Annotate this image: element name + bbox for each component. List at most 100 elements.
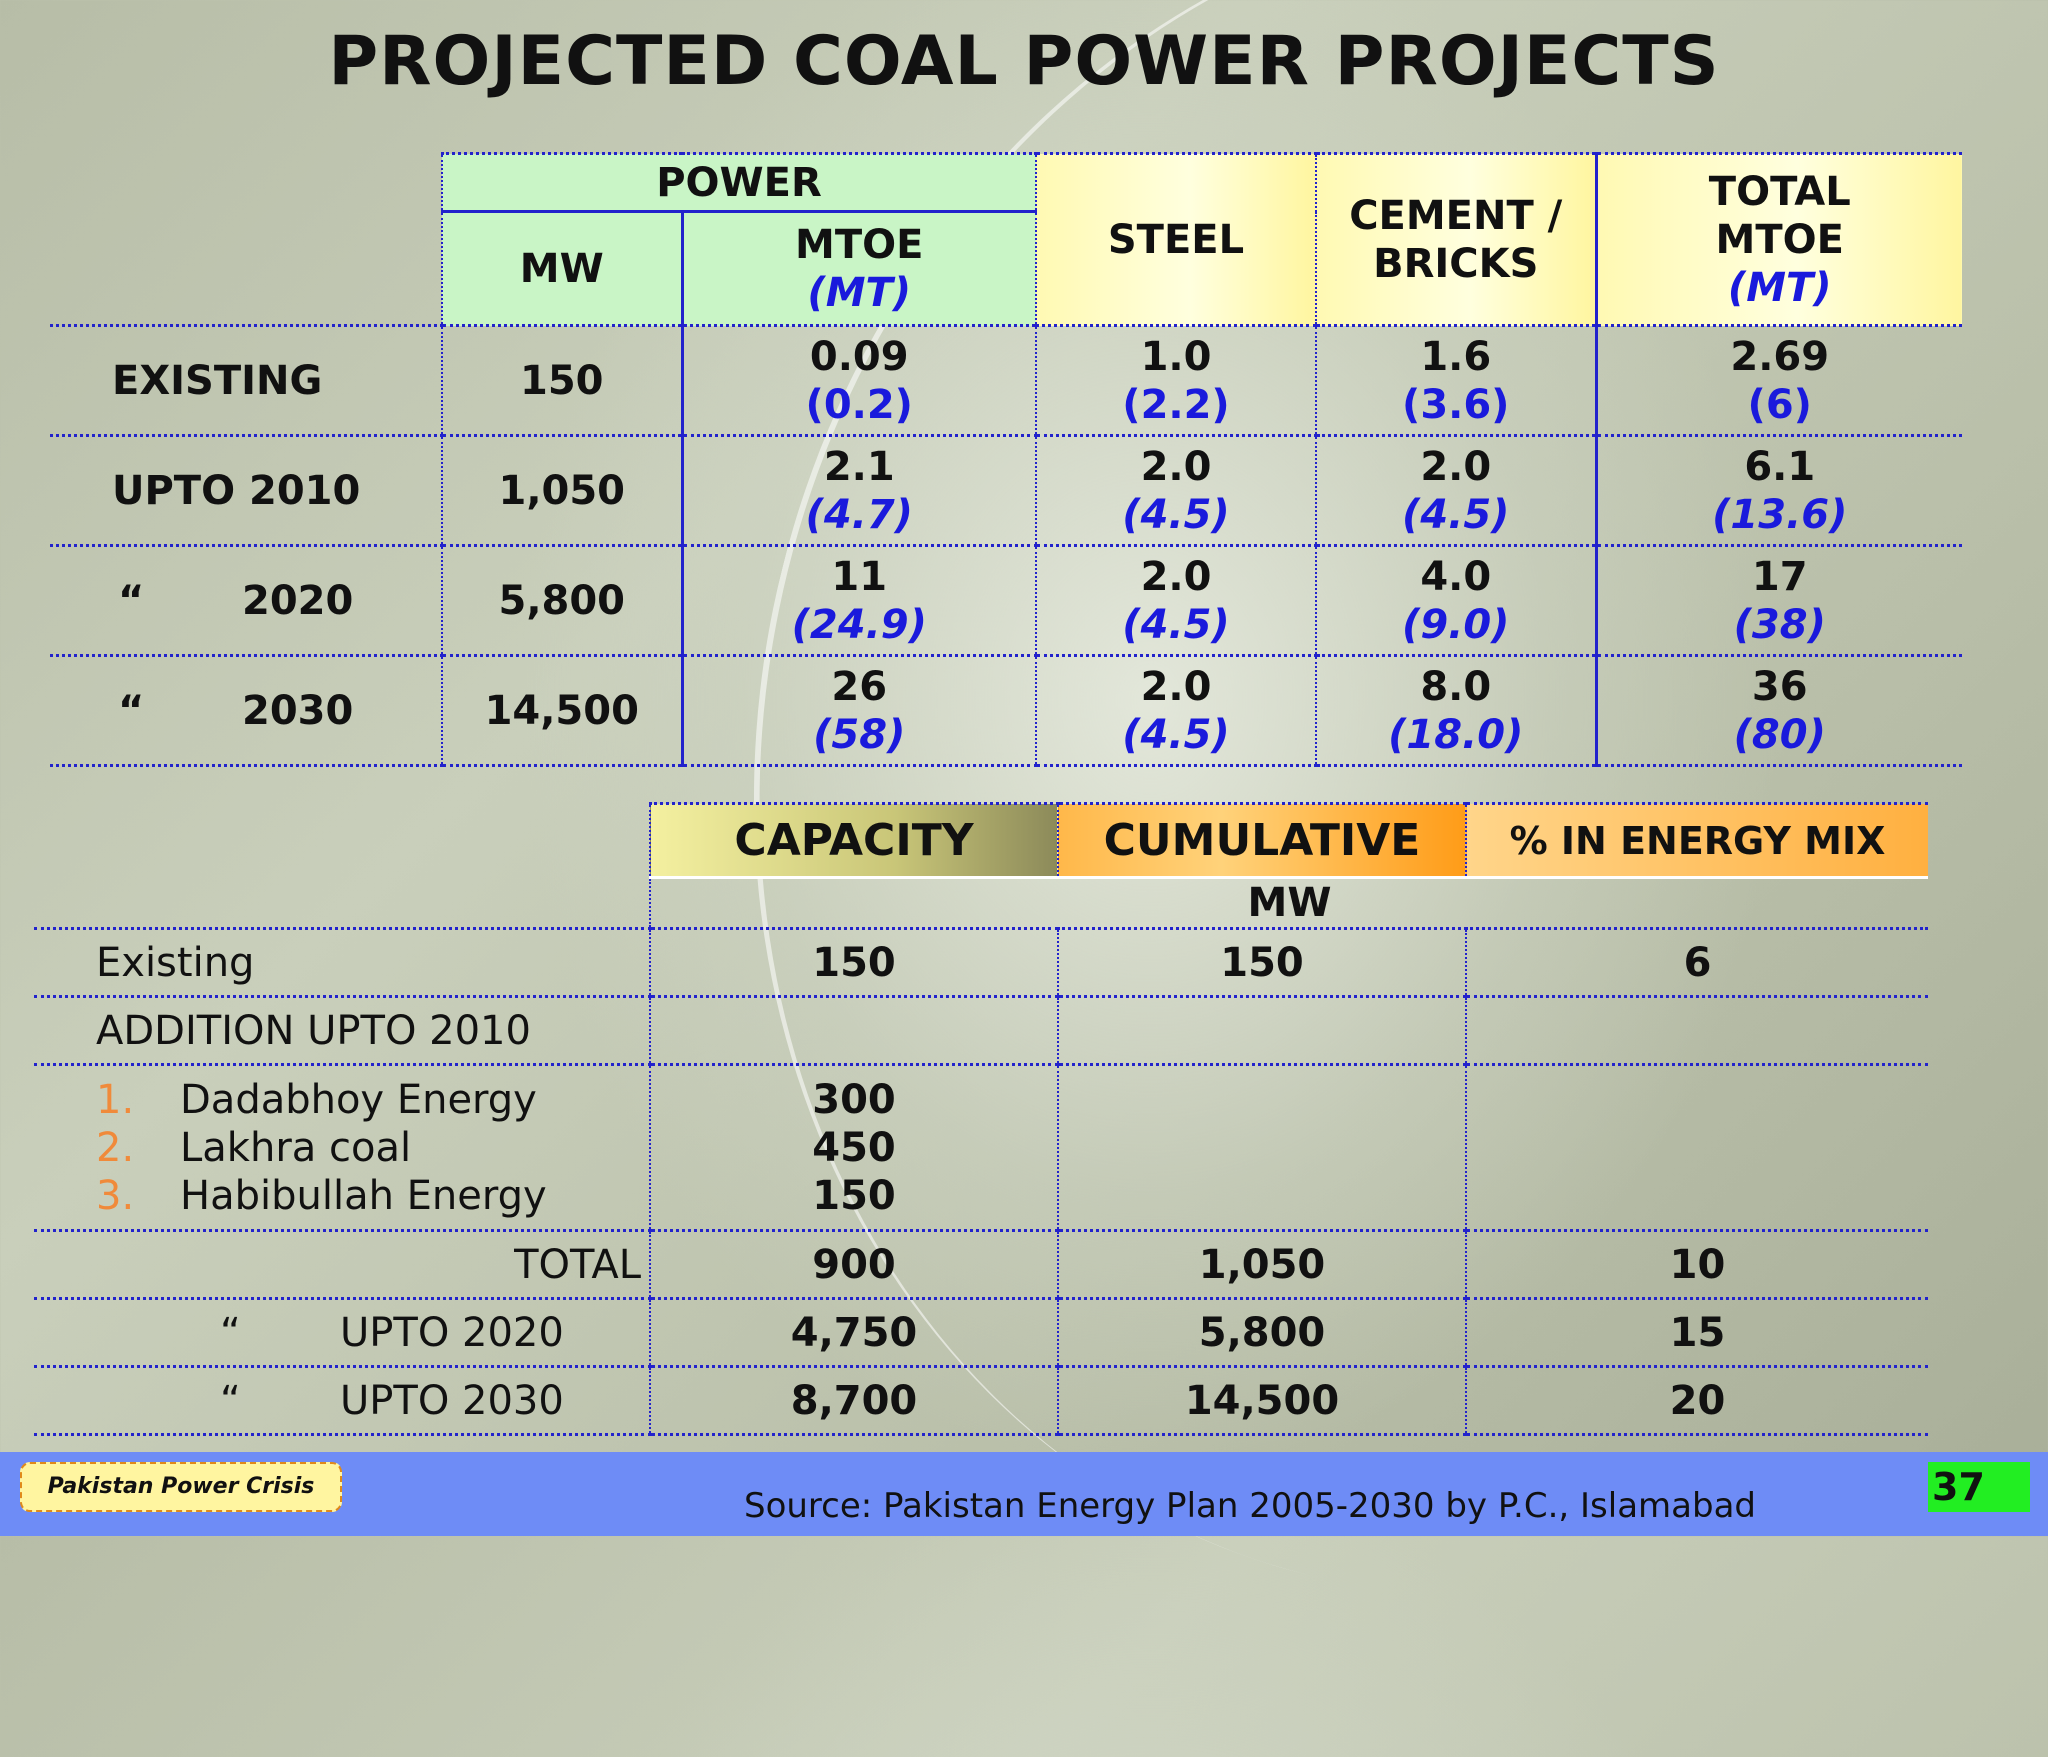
cell-capacity: 150 <box>649 928 1058 998</box>
project-list: 1. Dadabhoy Energy 2. Lakhra coal 3. Habibu… <box>34 1064 650 1232</box>
table-row: UPTO 2010 1,050 2.1 (4.7) 2.0 (4.5) 2.0 (4.… <box>50 434 1962 547</box>
list-number: 1. <box>96 1076 135 1123</box>
header-cement-line1: CEMENT / <box>1349 192 1563 239</box>
cell-total-value: 17 <box>1751 553 1808 600</box>
header-mw: MW <box>441 210 682 327</box>
cell-cement-value: 4.0 <box>1420 553 1492 600</box>
header-unit-mw: MW <box>649 876 1928 930</box>
cell-total: 2.69 (6) <box>1594 324 1962 437</box>
cell-mtoe: 0.09 (0.2) <box>680 324 1036 437</box>
cell-steel-mt: (2.2) <box>1122 381 1230 428</box>
cell-cement: 4.0 (9.0) <box>1315 544 1596 657</box>
project-capacity: 300 <box>812 1076 896 1123</box>
cell-steel: 2.0 (4.5) <box>1035 654 1316 767</box>
header-capacity: CAPACITY <box>649 802 1058 879</box>
cell-cumulative <box>1057 996 1466 1066</box>
cell-mw: 14,500 <box>441 654 682 767</box>
table-row: TOTAL 900 1,050 10 <box>34 1230 1928 1300</box>
cell-mw: 1,050 <box>441 434 682 547</box>
row-label: TOTAL <box>34 1230 650 1300</box>
cell-mtoe-mt: (4.7) <box>805 491 913 538</box>
project-name: Dadabhoy Energy <box>180 1076 537 1123</box>
cell-cumulative: 1,050 <box>1057 1230 1466 1300</box>
cell-cement-value: 8.0 <box>1420 663 1492 710</box>
header-spacer <box>50 153 442 327</box>
cell-cement-value: 1.6 <box>1420 333 1492 380</box>
cell-total: 17 (38) <box>1594 544 1962 657</box>
cell-cumulative: 5,800 <box>1057 1298 1466 1368</box>
row-label: “ 2030 <box>50 654 442 767</box>
cell-capacity: 900 <box>649 1230 1058 1300</box>
table-row: 1. Dadabhoy Energy 2. Lakhra coal 3. Habibu… <box>34 1064 1928 1232</box>
cell-cement-value: 2.0 <box>1420 443 1492 490</box>
cell-steel: 1.0 (2.2) <box>1035 324 1316 437</box>
cell-steel-value: 1.0 <box>1140 333 1212 380</box>
row-label: Existing <box>34 928 650 998</box>
cell-mtoe-value: 11 <box>831 553 888 600</box>
cell-mtoe-mt: (0.2) <box>805 381 913 428</box>
cell-cement: 1.6 (3.6) <box>1315 324 1596 437</box>
cell-energy-mix <box>1465 996 1928 1066</box>
cell-mtoe: 11 (24.9) <box>680 544 1036 657</box>
page-title: PROJECTED COAL POWER PROJECTS <box>328 22 1720 101</box>
ditto-mark: “ <box>118 687 145 734</box>
cell-cumulative: 14,500 <box>1057 1366 1466 1436</box>
table-row: ADDITION UPTO 2010 <box>34 996 1928 1066</box>
cell-cement-mt: (3.6) <box>1402 381 1510 428</box>
row-label: “ 2020 <box>50 544 442 657</box>
row-label: UPTO 2010 <box>50 434 442 547</box>
cell-steel-value: 2.0 <box>1140 553 1212 600</box>
header-spacer <box>34 804 650 878</box>
table-row: “ 2030 14,500 26 (58) 2.0 (4.5) 8.0 (18.0) 3… <box>50 654 1962 767</box>
cell-mw: 150 <box>441 324 682 437</box>
table-row: “ UPTO 2030 8,700 14,500 20 <box>34 1366 1928 1436</box>
cell-cement-mt: (4.5) <box>1402 491 1510 538</box>
ditto-mark: “ <box>118 577 145 624</box>
footer-bar: Pakistan Power Crisis Source: Pakistan E… <box>0 1452 2048 1536</box>
cell-total-value: 6.1 <box>1744 443 1816 490</box>
row-label: “ UPTO 2030 <box>34 1366 650 1436</box>
cell-capacity: 4,750 <box>649 1298 1058 1368</box>
unit-row-spacer <box>34 877 650 930</box>
cell-cement-mt: (9.0) <box>1402 601 1510 648</box>
cell-mtoe-value: 26 <box>831 663 888 710</box>
header-energy-mix: % IN ENERGY MIX <box>1465 802 1928 879</box>
row-label-text: UPTO 2030 <box>340 1377 564 1424</box>
header-cement-line2: BRICKS <box>1373 240 1539 287</box>
footer-badge: Pakistan Power Crisis <box>20 1462 342 1512</box>
cell-cement-mt: (18.0) <box>1388 711 1524 758</box>
table-row: “ UPTO 2020 4,750 5,800 15 <box>34 1298 1928 1368</box>
header-total: TOTAL MTOE (MT) <box>1594 152 1962 327</box>
cell-cement: 2.0 (4.5) <box>1315 434 1596 547</box>
header-mtoe-label: MTOE <box>795 221 924 268</box>
cell-steel-mt: (4.5) <box>1122 601 1230 648</box>
row-label-text: UPTO 2020 <box>340 1309 564 1356</box>
cell-capacity <box>649 996 1058 1066</box>
row-label-text: 2030 <box>242 687 354 734</box>
cell-capacity: 8,700 <box>649 1366 1058 1436</box>
row-label-text: UPTO 2010 <box>112 467 361 514</box>
cell-steel-value: 2.0 <box>1140 663 1212 710</box>
cell-mtoe: 26 (58) <box>680 654 1036 767</box>
cell-mw: 5,800 <box>441 544 682 657</box>
cell-total-mt: (13.6) <box>1712 491 1848 538</box>
header-total-unit: (MT) <box>1727 264 1832 311</box>
cell-total: 36 (80) <box>1594 654 1962 767</box>
project-name: Lakhra coal <box>180 1124 412 1171</box>
page-number: 37 <box>1928 1462 2030 1512</box>
header-total-line1: TOTAL <box>1708 168 1851 215</box>
header-cumulative: CUMULATIVE <box>1057 802 1466 879</box>
list-item: 2. Lakhra coal <box>96 1124 649 1172</box>
cell-cumulative: 150 <box>1057 928 1466 998</box>
cell-steel-mt: (4.5) <box>1122 491 1230 538</box>
header-total-line2: MTOE <box>1715 216 1844 263</box>
cell-total-mt: (80) <box>1733 711 1826 758</box>
list-number: 2. <box>96 1124 135 1171</box>
source-note: Source: Pakistan Energy Plan 2005-2030 b… <box>744 1486 1756 1526</box>
cell-cement: 8.0 (18.0) <box>1315 654 1596 767</box>
cell-energy-mix: 15 <box>1465 1298 1928 1368</box>
cell-energy-mix <box>1465 1064 1928 1232</box>
cell-steel: 2.0 (4.5) <box>1035 434 1316 547</box>
ditto-mark: “ <box>220 1377 241 1424</box>
cell-total-value: 2.69 <box>1730 333 1830 380</box>
